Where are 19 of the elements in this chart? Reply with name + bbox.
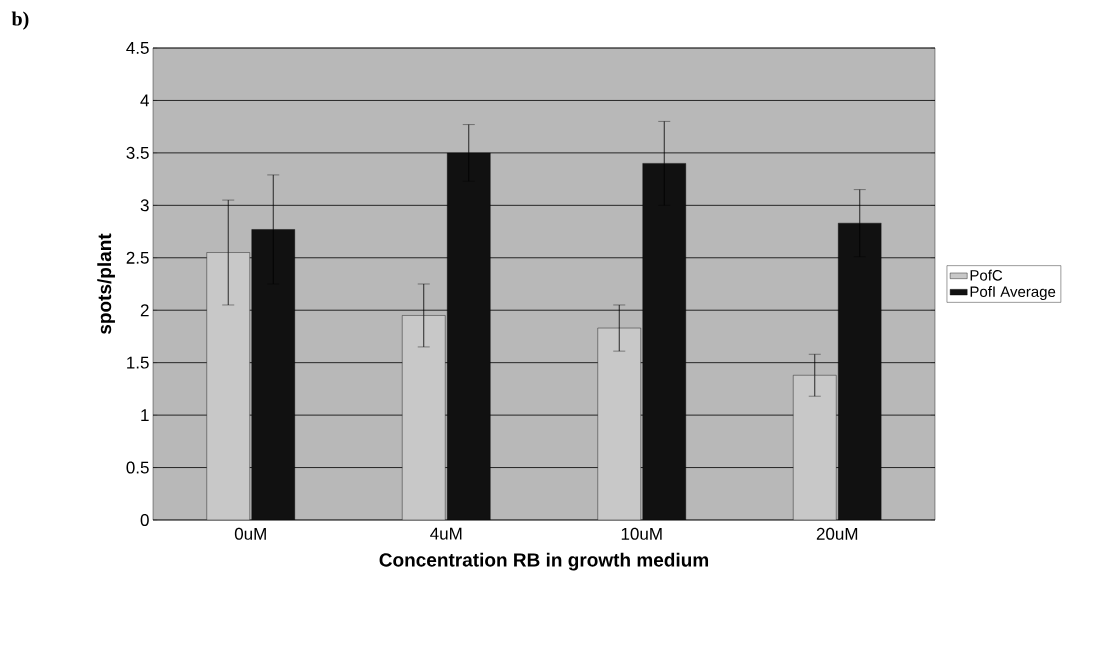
y-tick-label: 0.5 [126,461,149,474]
text: b) [11,11,29,30]
y-axis-title: spots/plant [97,233,115,334]
x-tick-label: 20uM [816,527,858,540]
y-tick-label: 1.5 [127,356,149,369]
y-tick-label: 3.5 [126,146,149,159]
y-tick-label: 4 [140,94,149,107]
y-tick-label: 2.5 [126,251,149,264]
x-tick-label: 4uM [430,527,462,540]
y-tick-label: 1 [141,409,149,421]
y-tick-label: 0 [140,513,149,527]
y-tick-label: 3 [140,199,149,212]
legend-label: PofI Average [970,286,1056,300]
x-tick-label: 0uM [234,527,266,540]
legend-label: PofC [970,269,1003,281]
x-axis-title: Concentration RB in growth medium [379,552,709,571]
y-tick-label: 2 [140,304,149,317]
y-tick-label: 4.5 [126,42,149,54]
x-tick-label: 10uM [621,527,662,540]
